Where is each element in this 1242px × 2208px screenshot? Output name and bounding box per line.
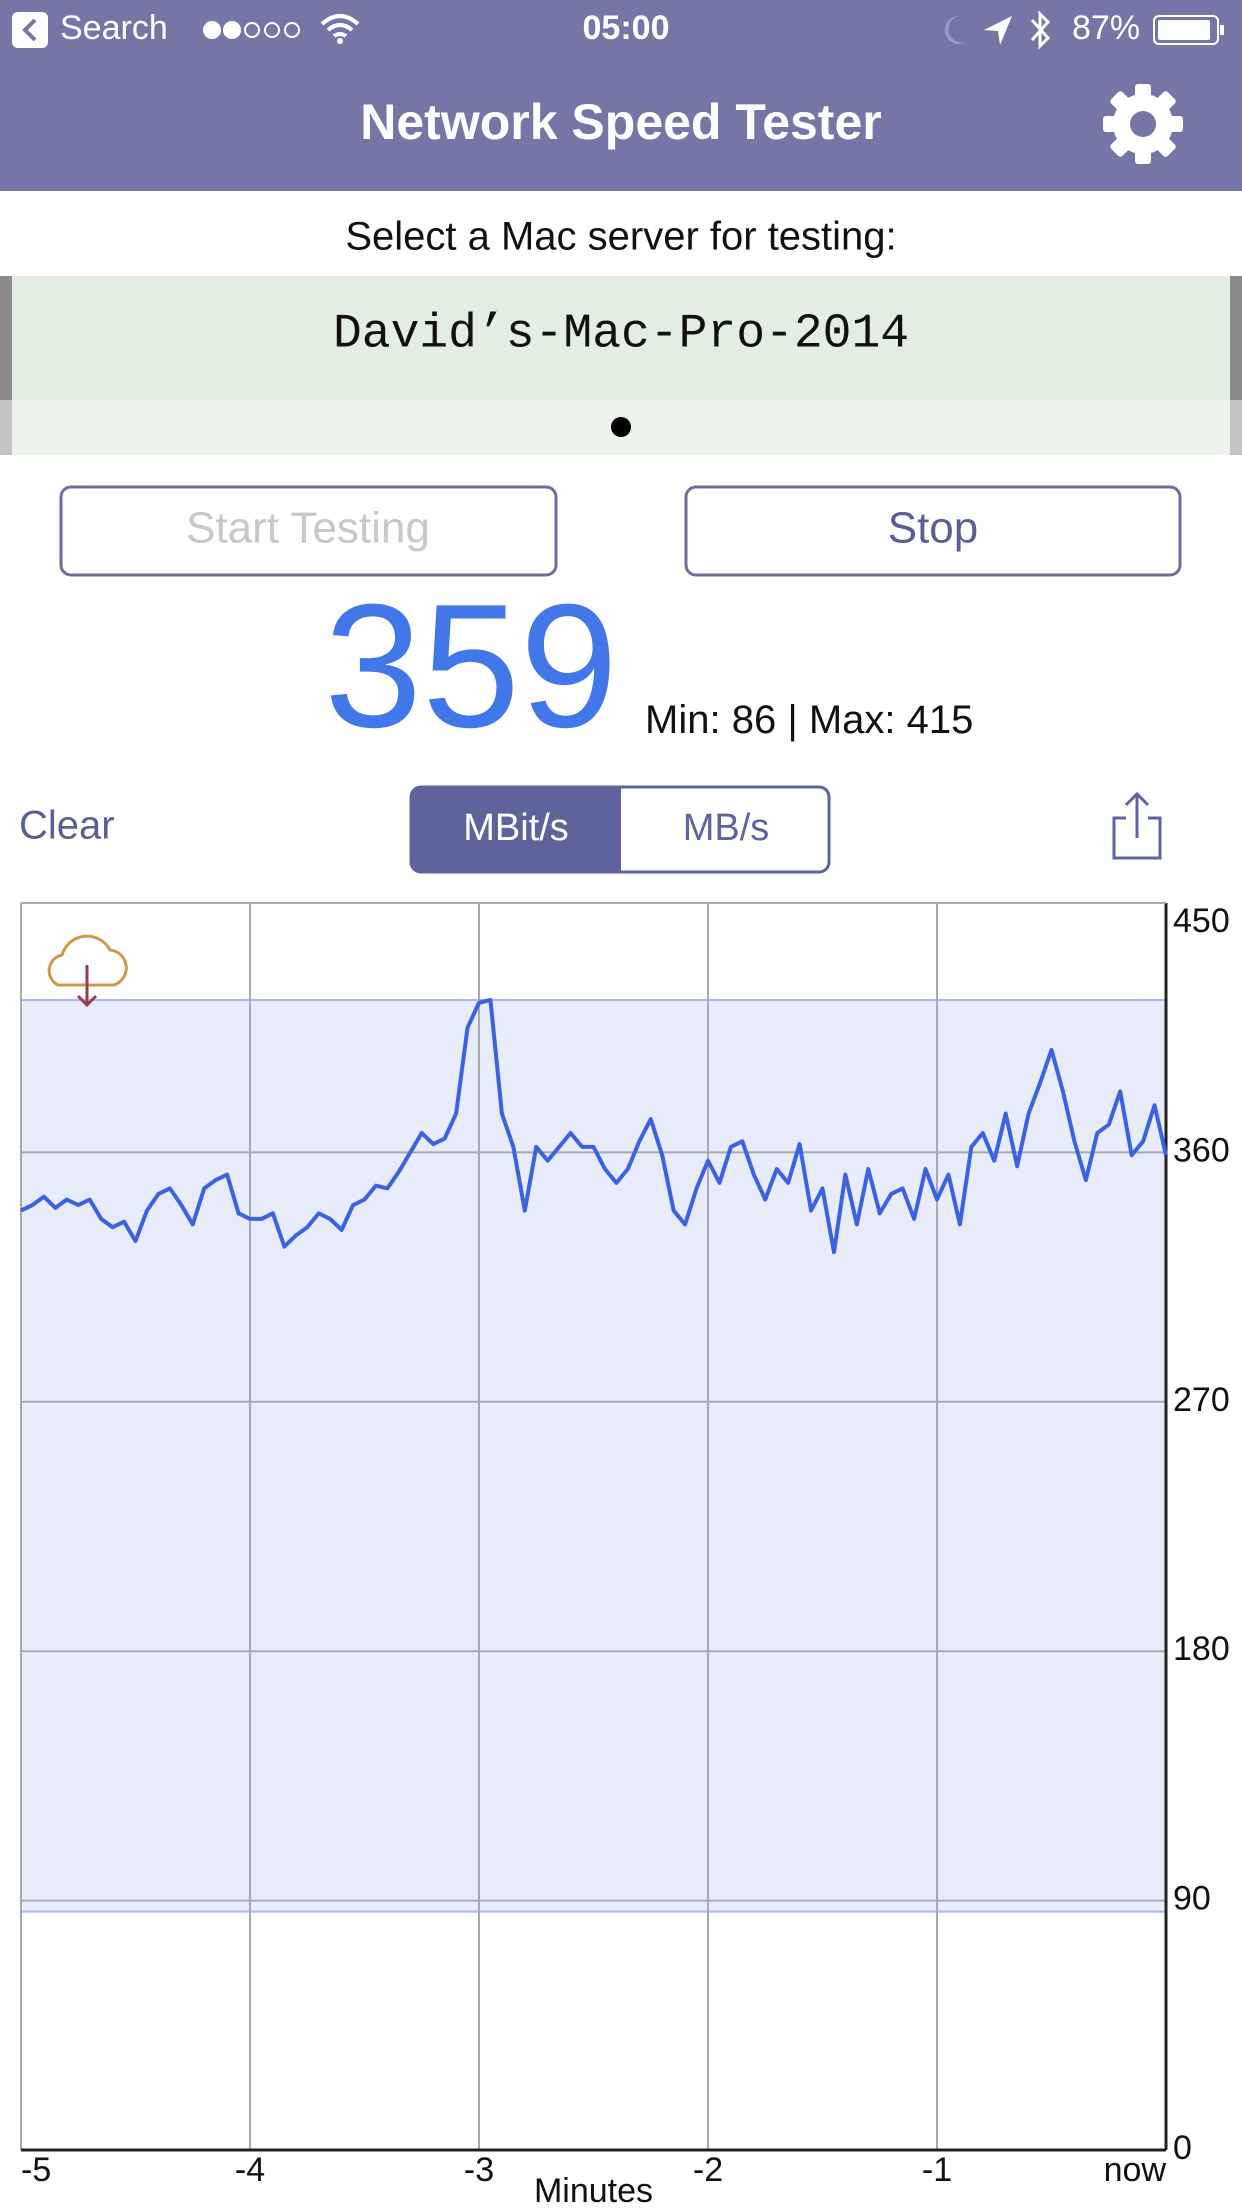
min-max: Min: 86 | Max: 415	[645, 698, 973, 742]
battery-icon	[1153, 15, 1219, 45]
clock: 05:00	[583, 9, 670, 47]
wifi-icon	[320, 14, 360, 38]
min-label: Min:	[645, 698, 721, 742]
x-tick-label: -4	[235, 2151, 265, 2189]
picker-edge	[0, 276, 12, 400]
back-chevron	[22, 18, 37, 42]
battery-tip	[1220, 25, 1224, 35]
current-speed: 359	[324, 568, 618, 764]
moon-icon	[944, 16, 966, 44]
separator: |	[787, 698, 797, 742]
arrow	[76, 965, 98, 1008]
picker-edge	[0, 400, 12, 455]
unit-selected[interactable]	[411, 787, 621, 872]
x-tick-label: -3	[464, 2151, 494, 2189]
y-tick-label: 360	[1173, 1131, 1230, 1169]
battery-label: 87%	[1072, 9, 1140, 47]
bluetooth-icon	[1030, 10, 1051, 50]
y-tick-label: 90	[1173, 1880, 1211, 1918]
back-icon[interactable]	[12, 12, 48, 48]
x-axis-label: Minutes	[534, 2172, 653, 2208]
speed-line	[20, 997, 1168, 1255]
download-icon	[47, 934, 128, 1008]
picker-edge	[1230, 400, 1242, 455]
x-tick-label: -5	[21, 2151, 51, 2189]
clear-button[interactable]: Clear	[19, 804, 115, 848]
max-label: Max:	[809, 698, 896, 742]
location-icon	[984, 16, 1012, 45]
range-band	[21, 999, 1166, 1912]
server-name[interactable]: David’s-Mac-Pro-2014	[333, 308, 909, 362]
x-tick-label: now	[1104, 2151, 1167, 2189]
back-label[interactable]: Search	[60, 9, 168, 47]
picker-edge	[1230, 276, 1242, 400]
unit-option[interactable]: MBit/s	[463, 807, 569, 849]
nav-title: Network Speed Tester	[360, 94, 881, 150]
picker-selected-row[interactable]	[0, 276, 1242, 400]
start-button[interactable]	[59, 485, 558, 577]
y-tick-label: 450	[1173, 902, 1230, 940]
x-tick-label: -2	[693, 2151, 723, 2189]
server-prompt: Select a Mac server for testing:	[345, 215, 896, 259]
share-icon[interactable]	[1112, 791, 1162, 860]
picker-dot	[611, 417, 631, 437]
chart: 0 90 180 270 360 450 -5 -4 -3 -2 -1 now Minutes	[20, 902, 1230, 2208]
y-tick-label: 270	[1173, 1381, 1230, 1419]
stop-label[interactable]: Stop	[888, 504, 979, 553]
stop-button[interactable]	[684, 485, 1182, 577]
battery-level	[1158, 20, 1210, 40]
settings-icon[interactable]	[1103, 84, 1183, 164]
min-value: 86	[732, 698, 777, 742]
y-tick-label: 0	[1173, 2129, 1192, 2167]
cloud	[47, 934, 128, 987]
wifi-dot	[337, 38, 343, 44]
max-value: 415	[907, 698, 974, 742]
unit-option[interactable]: MB/s	[683, 807, 770, 849]
x-tick-label: -1	[922, 2151, 952, 2189]
start-label[interactable]: Start Testing	[186, 504, 430, 553]
y-tick-label: 180	[1173, 1630, 1230, 1668]
signal	[203, 21, 300, 39]
